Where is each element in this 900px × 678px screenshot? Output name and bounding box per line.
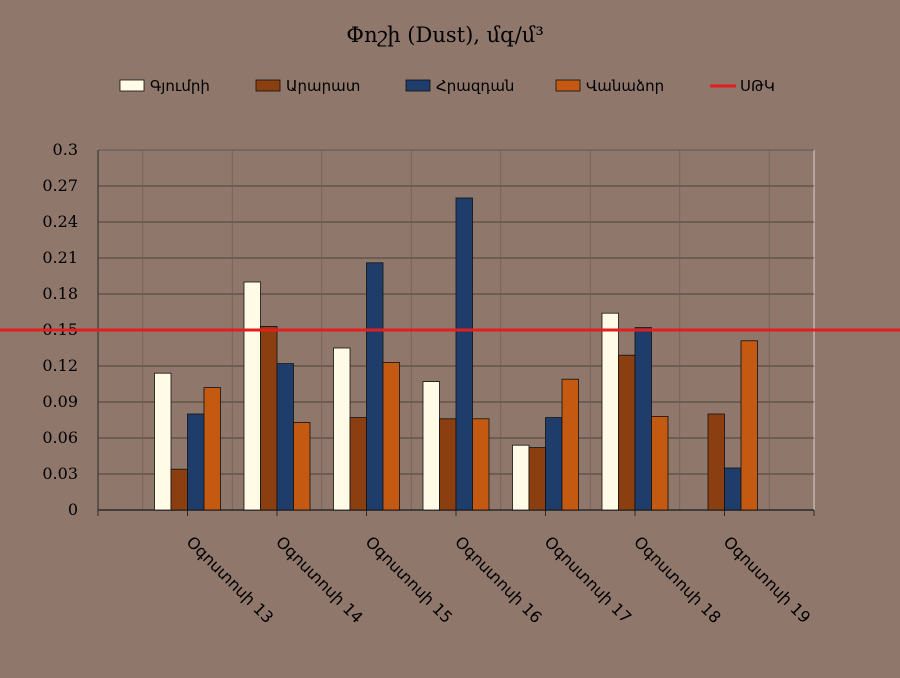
x-category-label: Օգոստոսի 18: [630, 532, 725, 627]
bar-արարատ-2: [349, 417, 367, 511]
bar-վանաձոր-5: [651, 415, 669, 511]
y-tick-label: 0.09: [42, 392, 78, 411]
y-tick-label: 0.18: [42, 284, 78, 303]
bar-հրազդան-4: [545, 417, 563, 511]
legend-swatch: [555, 79, 581, 92]
bar-արարատ-5: [618, 354, 636, 511]
legend-label: Վանաձոր: [586, 77, 664, 95]
x-category-label: Օգոստոսի 19: [720, 532, 815, 627]
legend-label: Հրազդան: [436, 77, 514, 95]
x-category-label: Օգոստոսի 13: [183, 532, 278, 627]
bar-վանաձոր-4: [561, 378, 579, 511]
legend-item-արարատ: Արարատ: [255, 77, 360, 95]
y-tick-label: 0.03: [42, 464, 78, 483]
bar-հրազդան-3: [455, 197, 473, 511]
y-tick-label: 0.12: [42, 356, 78, 375]
bar-գյումրի-5: [601, 312, 619, 511]
y-tick-label: 0.21: [42, 248, 78, 267]
bar-գյումրի-1: [243, 281, 261, 511]
y-tick-label: 0.24: [42, 212, 78, 231]
legend-swatch: [119, 79, 145, 92]
bar-արարատ-6: [707, 413, 725, 511]
bar-արարատ-3: [439, 418, 457, 511]
x-category-label: Օգոստոսի 17: [541, 532, 636, 627]
y-tick-label: 0.3: [53, 140, 78, 159]
bar-գյումրի-3: [422, 381, 440, 511]
legend-label: Արարատ: [286, 77, 360, 95]
bar-գյումրի-4: [512, 444, 530, 511]
legend-swatch: [255, 79, 281, 92]
x-category-label: Օգոստոսի 16: [451, 532, 546, 627]
legend: Գյումրի Արարատ Հրազդան Վանաձոր ՍԹԿ: [119, 77, 775, 95]
legend-item-վանաձոր: Վանաձոր: [555, 77, 664, 95]
y-tick-label: 0: [68, 500, 78, 519]
bar-վանաձոր-3: [472, 418, 490, 511]
x-category-label: Օգոստոսի 15: [362, 532, 457, 627]
x-category-label: Օգոստոսի 14: [272, 532, 367, 627]
bar-գյումրի-2: [333, 347, 351, 511]
bar-արարատ-1: [260, 325, 278, 511]
y-tick-label: 0.06: [42, 428, 78, 447]
y-tick-label: 0.27: [42, 176, 78, 195]
chart-title: Փոշի (Dust), մգ/մ³: [346, 23, 544, 47]
legend-item-սթկ: ՍԹԿ: [710, 77, 775, 95]
bar-հրազդան-5: [634, 327, 652, 511]
bar-հրազդան-2: [366, 262, 384, 511]
bar-վանաձոր-0: [203, 387, 221, 511]
legend-item-գյումրի: Գյումրի: [119, 77, 210, 95]
bar-հրազդան-6: [724, 467, 742, 511]
bar-արարատ-0: [170, 468, 188, 511]
bar-վանաձոր-6: [740, 340, 758, 511]
legend-item-հրազդան: Հրազդան: [405, 77, 514, 95]
bar-գյումրի-0: [154, 372, 172, 511]
bar-հրազդան-0: [187, 413, 205, 511]
bar-վանաձոր-2: [382, 361, 400, 511]
bar-հրազդան-1: [276, 363, 294, 511]
legend-label: Գյումրի: [150, 77, 210, 95]
legend-label: ՍԹԿ: [740, 77, 775, 95]
bar-վանաձոր-1: [293, 421, 311, 511]
plot-area: 00.030.060.090.120.150.180.210.240.270.3…: [0, 140, 900, 627]
legend-swatch: [405, 79, 431, 92]
bar-արարատ-4: [528, 447, 546, 511]
